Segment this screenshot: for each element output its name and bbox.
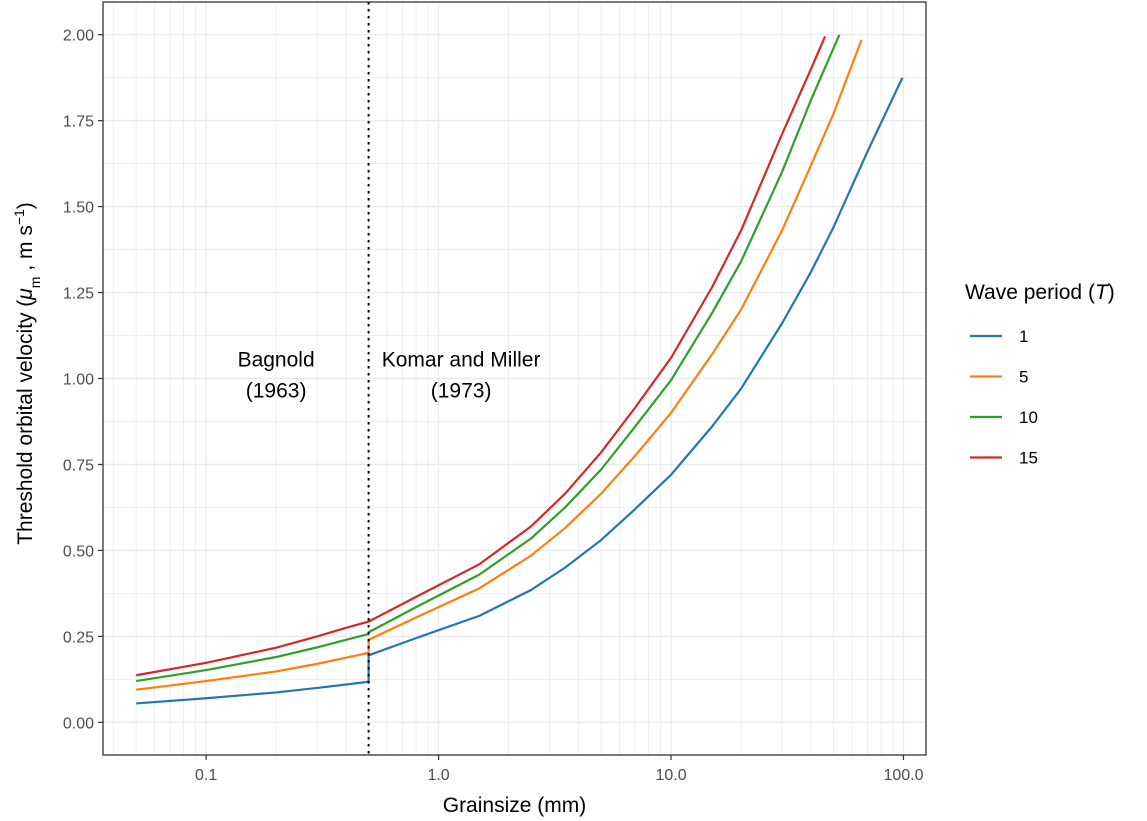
y-tick-label: 0.00 bbox=[63, 715, 94, 732]
annotation-1: Komar and Miller (1973) bbox=[382, 349, 541, 403]
y-tick-label: 0.50 bbox=[63, 543, 94, 560]
y-axis-title-suffix: ) bbox=[14, 202, 37, 209]
x-tick-label: 0.1 bbox=[195, 767, 217, 784]
series-line-15 bbox=[135, 35, 827, 677]
legend-title: Wave period (T) bbox=[965, 281, 1115, 304]
y-axis: 0.00 0.25 0.50 0.75 1.00 1.25 1.50 1.75 2.00 bbox=[63, 28, 103, 732]
legend-title-close: ) bbox=[1108, 281, 1115, 304]
y-tick-label: 0.75 bbox=[63, 457, 94, 474]
series-line-5 bbox=[136, 39, 863, 691]
legend-title-text: Wave period ( bbox=[965, 281, 1095, 304]
x-tick-label: 1.0 bbox=[427, 767, 449, 784]
y-axis-title: Threshold orbital velocity (μm , m s−1) bbox=[11, 202, 43, 545]
y-tick-label: 0.25 bbox=[63, 629, 94, 646]
y-axis-title-prefix: Threshold orbital velocity ( bbox=[14, 300, 37, 545]
legend-label-5: 5 bbox=[1019, 368, 1028, 387]
y-axis-title-unit: , m s bbox=[14, 225, 37, 276]
annotation-line: (1973) bbox=[431, 380, 492, 403]
legend-label-10: 10 bbox=[1019, 408, 1038, 427]
y-axis-title-symbol: μ bbox=[14, 288, 37, 301]
y-axis-title-subscript: m bbox=[27, 277, 43, 289]
legend-label-1: 1 bbox=[1019, 327, 1028, 346]
y-tick-label: 1.75 bbox=[63, 114, 94, 131]
y-tick-label: 2.00 bbox=[63, 28, 94, 45]
y-tick-label: 1.00 bbox=[63, 372, 94, 389]
legend-title-symbol: T bbox=[1095, 281, 1110, 304]
legend-label-15: 15 bbox=[1019, 449, 1038, 468]
series-lines bbox=[135, 34, 904, 705]
x-tick-label: 10.0 bbox=[655, 767, 686, 784]
y-axis-title-superscript: −1 bbox=[11, 209, 27, 225]
annotation-line: Bagnold bbox=[238, 349, 315, 372]
plot-panel: Bagnold (1963) Komar and Miller (1973) bbox=[102, 1, 927, 756]
series-line-10 bbox=[135, 34, 841, 683]
x-tick-label: 100.0 bbox=[883, 767, 923, 784]
annotation-0: Bagnold (1963) bbox=[238, 349, 315, 403]
annotation-line: (1963) bbox=[246, 380, 307, 403]
series-line-1 bbox=[136, 77, 904, 705]
y-tick-label: 1.50 bbox=[63, 200, 94, 217]
y-tick-label: 1.25 bbox=[63, 286, 94, 303]
x-axis: 0.1 1.0 10.0 100.0 bbox=[195, 755, 924, 784]
annotations: Bagnold (1963) Komar and Miller (1973) bbox=[238, 349, 541, 403]
x-axis-title: Grainsize (mm) bbox=[443, 794, 587, 817]
annotation-line: Komar and Miller bbox=[382, 349, 541, 372]
